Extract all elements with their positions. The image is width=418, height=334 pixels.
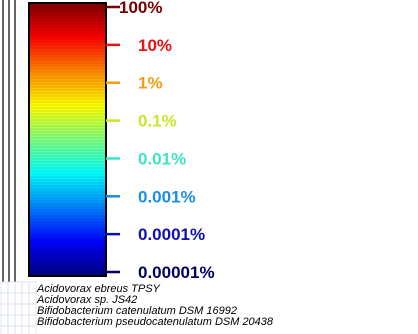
- species-row-label: Bifidobacterium catenulatum DSM 16992: [37, 305, 237, 317]
- heatmap-cell: [0, 325, 9, 334]
- colorbar-tick-label: 0.001%: [138, 187, 196, 206]
- heatmap-cell: [21, 281, 30, 294]
- species-row-label: Acidovorax ebreus TPSY: [36, 283, 161, 295]
- colorbar-stripes: [30, 5, 105, 274]
- heatmap-cell: [14, 281, 23, 294]
- heatmap-cell: [21, 303, 30, 316]
- heatmap-cell: [28, 314, 37, 327]
- heatmap-cell: [14, 325, 23, 334]
- heatmap-cell: [21, 325, 30, 334]
- heatmap-cell: [0, 303, 9, 316]
- heatmap-cell: [21, 292, 30, 305]
- colorbar-tick-label: 0.00001%: [138, 263, 215, 282]
- heatmap-cell: [7, 325, 16, 334]
- colorbar-tick-label: 10%: [138, 36, 172, 55]
- heatmap-grid: [0, 281, 37, 334]
- heatmap-cell: [28, 292, 37, 305]
- colorbar-tick-label: 1%: [138, 74, 163, 93]
- heatmap-cell: [0, 281, 9, 294]
- heatmap-cell: [0, 314, 9, 327]
- heatmap-cell: [14, 303, 23, 316]
- dendrogram-edge-lines: [2, 0, 16, 282]
- colorbar-ticks: 100% 10% 1% 0.1% 0.01% 0.001% 0.0001% 0.00001%: [106, 0, 215, 282]
- heatmap-cell: [28, 303, 37, 316]
- species-row-label: Bifidobacterium pseudocatenulatum DSM 20…: [37, 316, 274, 328]
- heatmap-cell: [7, 281, 16, 294]
- heatmap-cell: [7, 303, 16, 316]
- heatmap-cell: [28, 281, 37, 294]
- heatmap-cell: [7, 292, 16, 305]
- heatmap-cell: [7, 314, 16, 327]
- heatmap-cell: [14, 292, 23, 305]
- heatmap-cell: [14, 314, 23, 327]
- colorbar-tick-label: 0.0001%: [138, 225, 205, 244]
- heatmap-cell: [21, 314, 30, 327]
- colorbar-tick-label: 100%: [119, 0, 162, 17]
- colorbar-tick-label: 0.01%: [138, 149, 186, 168]
- colorbar-tick-label: 0.1%: [138, 112, 177, 131]
- species-row-label: Acidovorax sp. JS42: [36, 294, 137, 306]
- heatmap-cell: [0, 292, 9, 305]
- heatmap-cell: [28, 325, 37, 334]
- colorbar: [28, 2, 107, 277]
